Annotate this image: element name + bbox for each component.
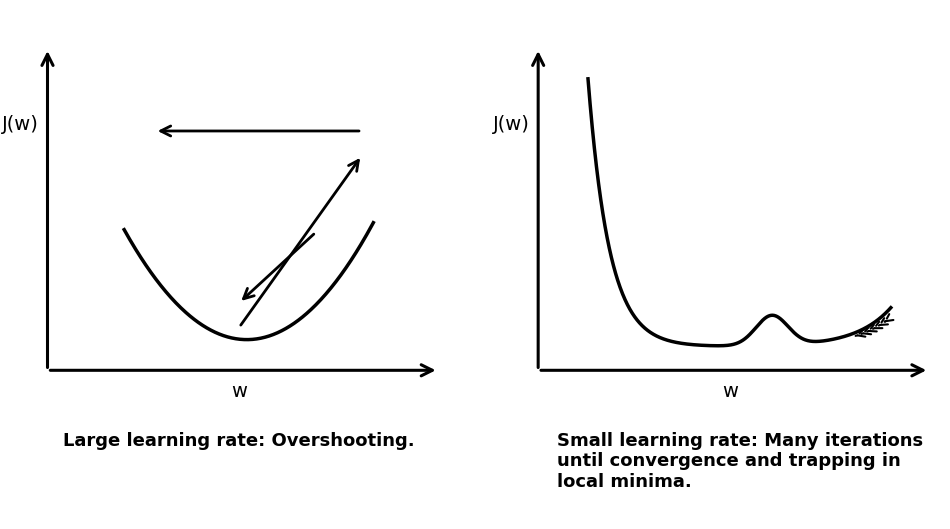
Text: Large learning rate: Overshooting.: Large learning rate: Overshooting. (64, 432, 415, 450)
Text: J(w): J(w) (493, 115, 530, 134)
Text: Small learning rate: Many iterations
until convergence and trapping in
local min: Small learning rate: Many iterations unt… (558, 432, 923, 491)
Text: J(w): J(w) (2, 115, 39, 134)
Text: w: w (231, 382, 247, 402)
Text: w: w (722, 382, 738, 402)
